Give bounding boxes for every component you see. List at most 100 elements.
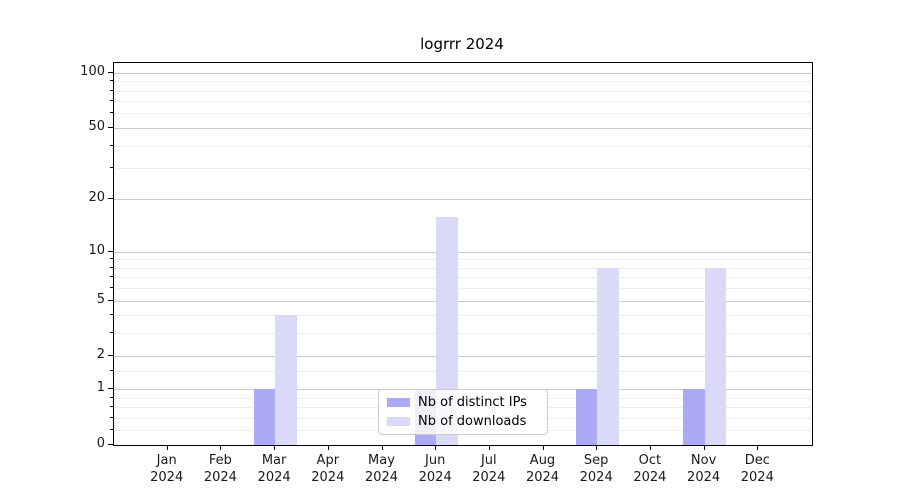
legend-row: Nb of distinct IPs (387, 395, 539, 410)
y-tick-label: 50 (88, 118, 105, 134)
y-tick (108, 388, 113, 390)
y-minor-tick (110, 416, 113, 418)
x-tick-label: Jun 2024 (408, 452, 462, 486)
y-minor-tick (110, 287, 113, 289)
major-gridline (114, 199, 812, 201)
x-tick-label: Dec 2024 (730, 452, 784, 486)
x-tick-month: Aug (529, 453, 556, 468)
minor-gridline (114, 315, 812, 317)
minor-gridline (114, 101, 812, 103)
x-tick-month: Apr (316, 453, 340, 468)
y-minor-tick (110, 370, 113, 372)
x-tick-year: 2024 (472, 470, 506, 485)
minor-gridline (114, 267, 812, 269)
x-tick (703, 445, 705, 450)
chart-title: logrrr 2024 (420, 35, 504, 53)
x-tick (757, 445, 759, 450)
y-tick-label: 1 (96, 380, 105, 396)
x-tick (649, 445, 651, 450)
x-tick-month: Dec (744, 453, 770, 468)
x-tick (596, 445, 598, 450)
bar-nb-of-downloads-jun (436, 216, 458, 445)
minor-gridline (114, 168, 812, 169)
x-tick-year: 2024 (633, 470, 667, 485)
x-tick-year: 2024 (579, 470, 613, 485)
x-tick-year: 2024 (418, 470, 452, 485)
y-tick (108, 299, 113, 301)
y-minor-tick (110, 314, 113, 316)
minor-gridline (114, 81, 812, 83)
y-tick-label: 20 (88, 190, 105, 206)
y-minor-tick (110, 332, 113, 334)
bar-nb-of-distinct-ips-sep (575, 389, 598, 445)
y-tick (108, 355, 113, 357)
bar-nb-of-downloads-mar (275, 315, 297, 445)
x-tick-month: May (368, 453, 395, 468)
y-minor-tick (110, 100, 113, 102)
bar-nb-of-downloads-nov (704, 267, 727, 445)
bars-layer (114, 63, 812, 445)
x-tick (166, 445, 168, 450)
x-tick-label: Oct 2024 (623, 452, 677, 486)
x-tick-label: Nov 2024 (677, 452, 731, 486)
x-tick-label: Apr 2024 (301, 452, 355, 486)
y-minor-tick (110, 89, 113, 91)
minor-gridline (114, 371, 812, 373)
legend-label: Nb of downloads (418, 414, 527, 429)
legend-label: Nb of distinct IPs (418, 395, 527, 410)
legend: Nb of distinct IPs Nb of downloads (378, 389, 548, 435)
y-minor-tick (110, 266, 113, 268)
x-tick-month: Feb (208, 453, 232, 468)
x-tick (220, 445, 222, 450)
x-tick-label: Feb 2024 (193, 452, 247, 486)
minor-gridline (114, 259, 812, 261)
x-tick (274, 445, 276, 450)
y-tick (108, 250, 113, 252)
x-tick-year: 2024 (525, 470, 560, 485)
x-tick-year: 2024 (364, 470, 399, 485)
x-tick-month: Jun (425, 453, 446, 468)
x-tick-month: Oct (638, 453, 662, 468)
bar-nb-of-distinct-ips-mar (253, 389, 276, 445)
minor-gridline (114, 277, 812, 279)
x-tick (542, 445, 544, 450)
y-minor-tick (110, 144, 113, 146)
major-gridline (114, 127, 812, 129)
x-tick (327, 445, 329, 450)
major-gridline (114, 300, 812, 302)
x-tick-year: 2024 (203, 470, 237, 485)
minor-gridline (114, 288, 812, 290)
x-tick-label: Jan 2024 (140, 452, 194, 486)
x-tick-year: 2024 (687, 470, 721, 485)
x-tick-label: Sep 2024 (569, 452, 623, 486)
y-tick (108, 126, 113, 128)
x-tick-month: Jul (480, 453, 497, 468)
x-tick-year: 2024 (150, 470, 184, 485)
y-tick-label: 10 (88, 242, 105, 258)
x-tick-year: 2024 (311, 470, 345, 485)
bar-nb-of-downloads-sep (597, 267, 619, 445)
x-tick (435, 445, 437, 450)
minor-gridline (114, 333, 812, 335)
y-minor-tick (110, 406, 113, 408)
x-tick-label: Jul 2024 (462, 452, 516, 486)
bar-nb-of-distinct-ips-nov (683, 389, 705, 445)
major-gridline (114, 72, 812, 74)
x-tick-label: May 2024 (355, 452, 409, 486)
y-minor-tick (110, 112, 113, 114)
minor-gridline (114, 113, 812, 115)
legend-row: Nb of downloads (387, 414, 539, 429)
legend-swatch (387, 417, 410, 426)
y-minor-tick (110, 396, 113, 398)
y-minor-tick (110, 167, 113, 168)
legend-swatch (387, 398, 410, 407)
y-tick-label: 0 (96, 436, 105, 451)
x-tick-label: Mar 2024 (247, 452, 301, 486)
y-tick-label: 100 (80, 63, 105, 79)
x-tick (381, 445, 383, 450)
y-minor-tick (110, 80, 113, 82)
y-tick (108, 444, 113, 445)
y-tick (108, 198, 113, 200)
x-tick-year: 2024 (740, 470, 774, 485)
x-tick-label: Aug 2024 (516, 452, 570, 486)
